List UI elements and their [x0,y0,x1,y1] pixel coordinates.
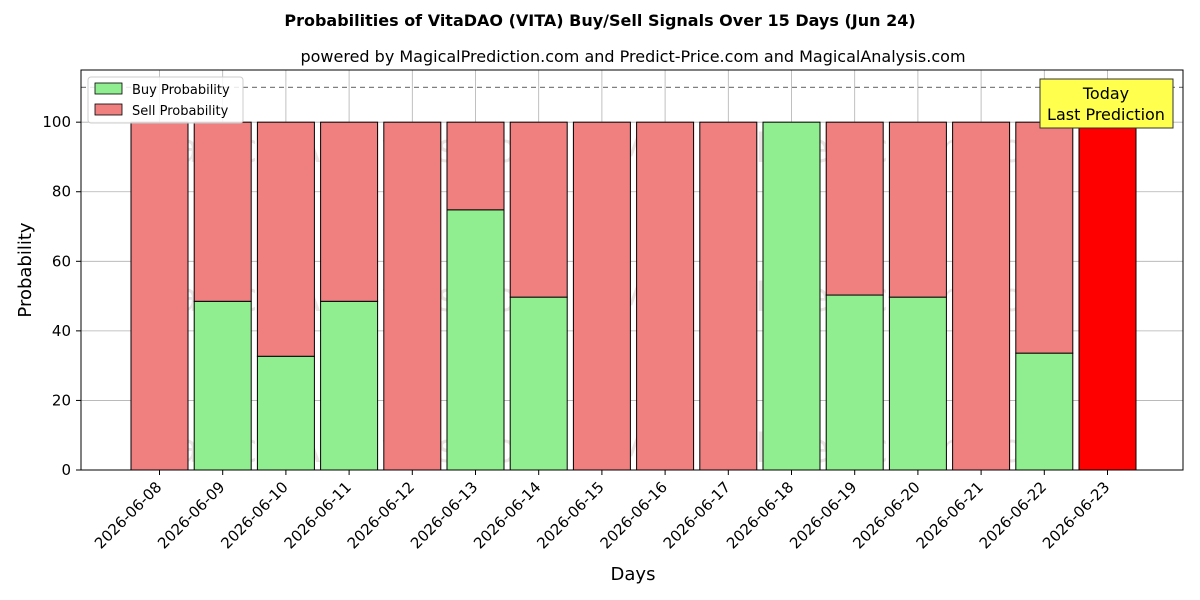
bar-buy [1015,352,1074,471]
x-tick-label: 2026-06-18 [723,478,797,552]
today-annotation: Today Last Prediction [1039,78,1174,129]
bar-sell [1078,121,1137,471]
legend: Buy Probability Sell Probability [87,76,244,124]
bar-sell [383,121,442,471]
y-tick-label: 20 [52,391,71,409]
y-axis: 0 20 40 60 80 100 [42,113,81,479]
x-tick-label: 2026-06-17 [660,478,734,552]
x-axis-label: Days [611,564,656,585]
x-tick-label: 2026-06-19 [786,478,860,552]
legend-swatch-sell [94,103,123,116]
x-tick-label: 2026-06-15 [533,478,607,552]
bar-buy [446,209,505,471]
y-tick-label: 0 [61,461,71,479]
y-axis-label: Probability [15,222,36,317]
bar-sell [952,121,1011,471]
bar-sell [509,121,568,298]
bar-buy [256,355,315,471]
bar-sell [130,121,189,471]
bar-buy [320,300,379,471]
bar-sell [1015,121,1074,354]
y-tick-label: 60 [52,252,71,270]
legend-swatch-buy [94,82,123,95]
plot-frame [80,69,1184,471]
bar-buy [509,296,568,471]
bar-sell [572,121,631,471]
y-tick-label: 40 [52,322,71,340]
annotation-box [1039,78,1174,129]
x-tick-label: 2026-06-10 [217,478,291,552]
legend-label-sell: Sell Probability [132,104,229,119]
x-tick-label: 2026-06-08 [91,478,165,552]
y-tick-label: 80 [52,183,71,201]
bar-sell [256,121,315,357]
bar-sell [636,121,695,471]
y-tick-label: 100 [42,113,71,131]
bar-buy [193,300,252,471]
chart-title: Probabilities of VitaDAO (VITA) Buy/Sell… [284,11,915,30]
bar-sell [888,121,947,298]
bar-sell [699,121,758,471]
bar-buy [888,296,947,471]
x-axis: 2026-06-082026-06-092026-06-102026-06-11… [91,470,1113,552]
x-tick-label: 2026-06-20 [849,478,923,552]
bar-sell [320,121,379,302]
annotation-line-1: Today [1082,84,1129,103]
x-tick-label: 2026-06-22 [976,478,1050,552]
x-tick-label: 2026-06-23 [1039,478,1113,552]
x-tick-label: 2026-06-12 [344,478,418,552]
bar-sell [193,121,252,302]
legend-box [87,76,244,124]
x-tick-label: 2026-06-11 [281,478,355,552]
legend-label-buy: Buy Probability [132,83,230,98]
bar-buy [762,121,821,471]
x-tick-label: 2026-06-14 [470,478,544,552]
x-tick-label: 2026-06-13 [407,478,481,552]
chart-subtitle: powered by MagicalPrediction.com and Pre… [300,47,965,66]
bar-buy [825,294,884,471]
x-tick-label: 2026-06-09 [154,478,228,552]
x-tick-label: 2026-06-16 [597,478,671,552]
bar-sell [446,121,505,211]
bars [130,121,1137,471]
annotation-line-2: Last Prediction [1047,105,1165,124]
bar-sell [825,121,884,296]
x-tick-label: 2026-06-21 [913,478,987,552]
